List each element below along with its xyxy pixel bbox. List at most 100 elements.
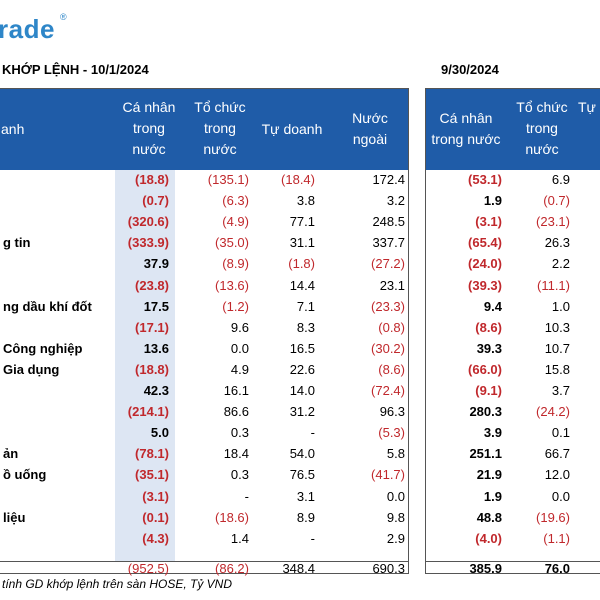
cell-ca-nhan-right: (39.3) [468, 277, 502, 293]
footnote: tính GD khớp lệnh trên sàn HOSE, Tỷ VND [2, 577, 233, 591]
cell-to-chuc: 18.4 [223, 446, 249, 462]
table-row: 39.3 10.7 [426, 339, 600, 360]
cell-tu-doanh: 14.0 [289, 383, 315, 398]
cell-ca-nhan-right: (24.0) [468, 256, 502, 272]
row-sector-label: Công nghiệp [3, 340, 83, 356]
table-row: (23.8) (13.6) 14.4 23.1 [0, 276, 408, 297]
cell-ca-nhan-right: 39.3 [476, 340, 502, 356]
cell-nuoc-ngoai: 248.5 [372, 214, 405, 230]
row-sector-label: Gia dụng [3, 361, 60, 377]
cell-ca-nhan-right: 48.8 [476, 509, 502, 525]
cell-to-chuc-right: (24.2) [536, 404, 570, 420]
table-row: (65.4) 26.3 [426, 233, 600, 254]
cell-nuoc-ngoai: (0.8) [378, 319, 405, 335]
registered-mark: ® [60, 12, 67, 22]
table-row: ản (78.1) 18.4 54.0 5.8 [0, 444, 408, 465]
cell-to-chuc-right: 15.8 [544, 361, 570, 377]
cell-nuoc-ngoai: (72.4) [371, 383, 405, 398]
cell-to-chuc: 0.3 [230, 467, 249, 483]
table-row: 1.9 (0.7) [426, 191, 600, 212]
table-row: 5.0 0.3 - (5.3) [0, 423, 408, 444]
table-row: (53.1) 6.9 [426, 170, 600, 191]
table-row: ng dầu khí đốt 17.5 (1.2) 7.1 (23.3) [0, 297, 408, 318]
cell-tu-doanh: - [310, 530, 315, 546]
cell-to-chuc-right: 10.3 [544, 319, 570, 335]
table-row: (8.6) 10.3 [426, 318, 600, 339]
cell-ca-nhan: (0.7) [142, 193, 169, 209]
cell-to-chuc-right: (23.1) [536, 214, 570, 230]
total-ca-nhan: (952.5) [127, 561, 169, 576]
cell-tu-doanh: 3.1 [296, 488, 315, 504]
cell-to-chuc: 0.0 [230, 340, 249, 356]
cell-ca-nhan-right: 1.9 [483, 488, 502, 504]
cell-to-chuc-right: 0.1 [551, 425, 570, 441]
cell-tu-doanh: 8.3 [296, 319, 315, 335]
cell-ca-nhan-right: (9.1) [475, 383, 502, 398]
table-row: 251.1 66.7 [426, 444, 600, 465]
cell-nuoc-ngoai: (41.7) [371, 467, 405, 483]
cell-to-chuc-right: 66.7 [544, 446, 570, 462]
header-to-chuc: Tổ chức trong nước [194, 99, 246, 157]
cell-tu-doanh: 3.8 [296, 193, 315, 209]
table-row: (320.6) (4.9) 77.1 248.5 [0, 212, 408, 233]
right-table-header: Cá nhân trong nước Tổ chức trong nước Tự [426, 89, 600, 170]
cell-ca-nhan-right: (3.1) [475, 214, 502, 230]
cell-to-chuc-right: 6.9 [551, 172, 570, 187]
cell-tu-doanh: 76.5 [289, 467, 315, 483]
row-sector-label: ng dầu khí đốt [3, 298, 92, 314]
cell-tu-doanh: 22.6 [289, 361, 315, 377]
table-row: (3.1) (23.1) [426, 212, 600, 233]
cell-to-chuc-right: 26.3 [544, 235, 570, 251]
cell-ca-nhan-right: 1.9 [483, 193, 502, 209]
table-row: (17.1) 9.6 8.3 (0.8) [0, 318, 408, 339]
total-nuoc-ngoai: 690.3 [372, 561, 405, 576]
cell-ca-nhan: (0.1) [142, 509, 169, 525]
cell-to-chuc: (18.6) [215, 509, 249, 525]
table-row: (3.1) - 3.1 0.0 [0, 487, 408, 508]
cell-to-chuc: 9.6 [230, 319, 249, 335]
cell-tu-doanh: 77.1 [289, 214, 315, 230]
cell-nuoc-ngoai: (5.3) [378, 425, 405, 441]
cell-ca-nhan-right: 21.9 [476, 467, 502, 483]
cell-to-chuc: 0.3 [230, 425, 249, 441]
left-table-header: anh Cá nhân trong nước Tổ chức trong nướ… [0, 89, 408, 170]
row-sector-label: liệu [3, 509, 26, 525]
cell-to-chuc: (8.9) [222, 256, 249, 272]
table-row: Gia dụng (18.8) 4.9 22.6 (8.6) [0, 360, 408, 381]
cell-ca-nhan: (23.8) [135, 277, 169, 293]
total-ca-nhan-right: 385.9 [469, 561, 502, 576]
cell-ca-nhan: (18.8) [135, 172, 169, 187]
cell-ca-nhan-right: 280.3 [469, 404, 502, 420]
highlight-column [115, 170, 175, 561]
cell-ca-nhan: (214.1) [127, 404, 169, 420]
table-row: 9.4 1.0 [426, 297, 600, 318]
header-nuoc-ngoai: Nước ngoài [352, 110, 388, 147]
cell-to-chuc-right: 10.7 [544, 340, 570, 356]
row-sector-label: g tin [3, 235, 31, 251]
header-tu-doanh-right: Tự [578, 99, 596, 115]
table-row: 1.9 0.0 [426, 487, 600, 508]
table-row: (4.0) (1.1) [426, 529, 600, 550]
table-row: liệu (0.1) (18.6) 8.9 9.8 [0, 508, 408, 529]
cell-nuoc-ngoai: (30.2) [371, 340, 405, 356]
cell-to-chuc-right: (1.1) [543, 530, 570, 546]
cell-to-chuc-right: 3.7 [551, 383, 570, 398]
cell-to-chuc: 4.9 [230, 361, 249, 377]
cell-to-chuc: (13.6) [215, 277, 249, 293]
cell-to-chuc: 86.6 [223, 404, 249, 420]
cell-to-chuc: (6.3) [222, 193, 249, 209]
cell-ca-nhan: (18.8) [135, 361, 169, 377]
cell-ca-nhan: (78.1) [135, 446, 169, 462]
table-row: 3.9 0.1 [426, 423, 600, 444]
cell-nuoc-ngoai: 9.8 [386, 509, 405, 525]
table-row: ồ uống (35.1) 0.3 76.5 (41.7) [0, 465, 408, 486]
cell-nuoc-ngoai: 3.2 [386, 193, 405, 209]
cell-to-chuc: 1.4 [230, 530, 249, 546]
cell-ca-nhan-right: (4.0) [475, 530, 502, 546]
cell-nuoc-ngoai: 96.3 [379, 404, 405, 420]
header-sector: anh [1, 121, 25, 137]
table-row: 280.3 (24.2) [426, 402, 600, 423]
table-row: 42.3 16.1 14.0 (72.4) [0, 381, 408, 402]
row-sector-label: ồ uống [3, 467, 47, 483]
table-row: 37.9 (8.9) (1.8) (27.2) [0, 254, 408, 275]
